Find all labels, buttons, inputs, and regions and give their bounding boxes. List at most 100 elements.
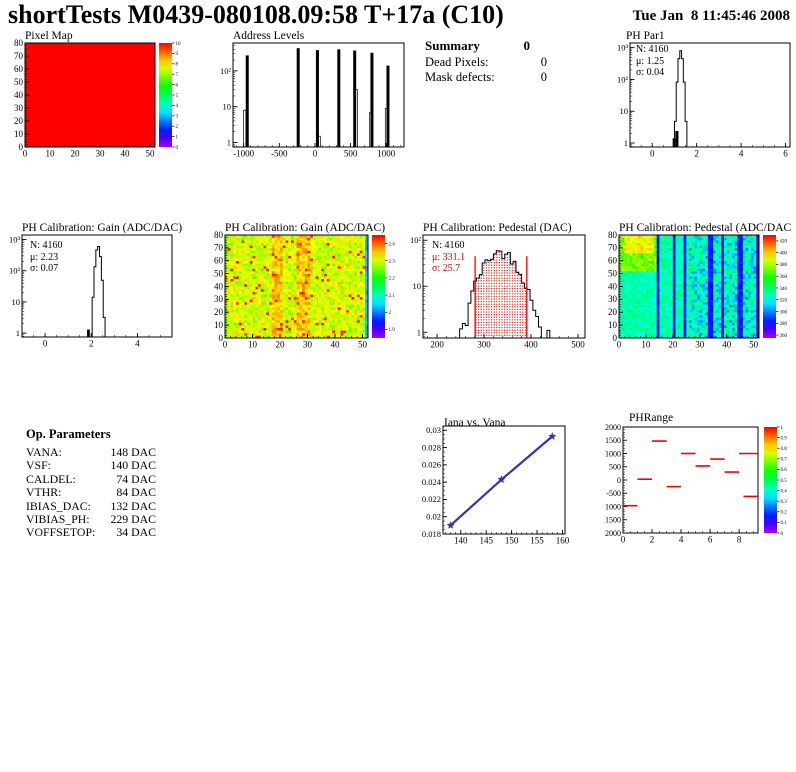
iana-vana-chart: 140 145 150 155 160 0.018 0.02 0.022 0.024 0.026 0… bbox=[422, 425, 570, 546]
svg-text:0: 0 bbox=[621, 535, 626, 545]
svg-text:20: 20 bbox=[608, 307, 618, 317]
svg-text:40: 40 bbox=[608, 281, 618, 291]
svg-text:1: 1 bbox=[624, 138, 628, 148]
svg-text:2000: 2000 bbox=[605, 423, 621, 432]
panel-summary: Summary 0 Dead Pixels: 0 Mask defects: 0 bbox=[410, 38, 590, 118]
svg-text:2: 2 bbox=[176, 125, 179, 130]
svg-text:0.018: 0.018 bbox=[422, 529, 441, 539]
svg-text:-500: -500 bbox=[271, 149, 288, 159]
svg-text:2.1: 2.1 bbox=[389, 294, 396, 299]
op-parameter-label: IBIAS_DAC: bbox=[26, 498, 91, 513]
svg-text:50: 50 bbox=[214, 268, 224, 278]
panel-ph-range: PHRange 0 2 4 6 8 2000 1500 1000 500 0 -500 1000 150… bbox=[605, 405, 796, 555]
svg-text:10³: 10³ bbox=[9, 235, 21, 245]
svg-text:8: 8 bbox=[737, 535, 742, 545]
svg-text:300: 300 bbox=[780, 310, 788, 315]
op-parameter-value: 74 DAC bbox=[116, 471, 156, 486]
op-parameter-row: VOFFSETOP: 34 DAC bbox=[26, 525, 156, 540]
svg-text:3: 3 bbox=[176, 115, 179, 120]
panel-address-levels: Address Levels -1000 -500 0 500 1000 1 10 10² bbox=[215, 30, 407, 170]
svg-text:4: 4 bbox=[135, 339, 140, 349]
svg-text:7: 7 bbox=[176, 73, 179, 78]
chart-title-ph-par1: PH Par1 bbox=[626, 30, 665, 42]
stat-line: μ: 1.25 bbox=[636, 55, 665, 67]
op-parameter-value: 140 DAC bbox=[110, 458, 156, 473]
svg-text:1000: 1000 bbox=[605, 502, 621, 511]
op-parameter-row: CALDEL: 74 DAC bbox=[26, 471, 156, 486]
chart-title-address-levels: Address Levels bbox=[233, 30, 305, 42]
summary-row-value: 0 bbox=[540, 70, 547, 84]
op-parameter-row: VIBIAS_PH: 229 DAC bbox=[26, 512, 156, 526]
svg-text:30: 30 bbox=[14, 103, 24, 113]
svg-text:50: 50 bbox=[146, 149, 156, 159]
svg-text:1500: 1500 bbox=[605, 436, 621, 445]
chart-title-pedestal-hist: PH Calibration: Pedestal (DAC) bbox=[423, 222, 572, 234]
svg-text:20: 20 bbox=[14, 116, 24, 126]
svg-text:50: 50 bbox=[14, 77, 24, 87]
svg-text:0: 0 bbox=[313, 149, 318, 159]
svg-text:4: 4 bbox=[176, 104, 179, 109]
op-parameter-label: VSF: bbox=[26, 458, 51, 473]
svg-text:2.4: 2.4 bbox=[389, 242, 396, 247]
op-parameter-row: VANA: 148 DAC bbox=[26, 445, 156, 459]
summary-row-label: Dead Pixels: bbox=[425, 55, 489, 69]
svg-text:1: 1 bbox=[227, 138, 231, 148]
op-parameter-value: 84 DAC bbox=[116, 485, 156, 500]
svg-text:0: 0 bbox=[19, 142, 24, 152]
op-parameters-title: Op. Parameters bbox=[26, 427, 111, 441]
svg-text:320: 320 bbox=[780, 299, 788, 304]
summary-title: Summary bbox=[425, 38, 480, 53]
svg-text:80: 80 bbox=[14, 38, 24, 48]
svg-text:0: 0 bbox=[223, 340, 228, 350]
op-parameter-label: VTHR: bbox=[26, 485, 62, 500]
svg-text:0.03: 0.03 bbox=[426, 425, 441, 435]
op-parameter-label: VOFFSETOP: bbox=[26, 525, 96, 540]
svg-text:8: 8 bbox=[176, 63, 179, 68]
svg-text:400: 400 bbox=[780, 251, 788, 256]
stat-line: μ: 2.23 bbox=[30, 251, 59, 263]
summary-row-value: 0 bbox=[540, 55, 547, 69]
svg-text:160: 160 bbox=[556, 536, 570, 546]
svg-text:360: 360 bbox=[780, 275, 788, 280]
gain-hist-chart: 0 2 4 1 10 10² 10³ bbox=[9, 234, 173, 349]
svg-text:10³: 10³ bbox=[617, 43, 629, 53]
svg-text:155: 155 bbox=[530, 536, 544, 546]
panel-pedestal-map: PH Calibration: Pedestal (ADC/DAC 0 10 20 3… bbox=[605, 220, 796, 366]
svg-text:2: 2 bbox=[650, 535, 655, 545]
ph-range-chart: 0 2 4 6 82000150010005000-50010001500200010.… bbox=[605, 423, 787, 545]
ph-par1-stats-box: N: 4160 μ: 1.25 σ: 0.04 bbox=[636, 44, 669, 79]
svg-text:30: 30 bbox=[214, 294, 224, 304]
svg-text:0.024: 0.024 bbox=[422, 477, 442, 487]
svg-text:40: 40 bbox=[14, 90, 24, 100]
summary-header: Summary 0 bbox=[425, 38, 530, 54]
svg-text:40: 40 bbox=[121, 149, 131, 159]
svg-text:10²: 10² bbox=[220, 66, 232, 76]
summary-row-label: Mask defects: bbox=[425, 70, 495, 84]
stat-line: μ: 331.1 bbox=[432, 251, 466, 263]
svg-text:10: 10 bbox=[248, 340, 258, 350]
stat-line: N: 4160 bbox=[636, 44, 669, 55]
svg-text:-1000: -1000 bbox=[233, 149, 254, 159]
svg-text:1: 1 bbox=[176, 135, 179, 140]
chart-title-ph-range: PHRange bbox=[629, 412, 674, 424]
ph-par1-chart: 0 2 4 6 1 10 10² 10³ bbox=[617, 42, 791, 159]
summary-row: Mask defects: 0 bbox=[425, 70, 547, 85]
pedestal-map-chart: 0 10 20 30 40 50 0 10 20 30 40 50 60 70 80 420 400 380 360… bbox=[608, 230, 788, 350]
svg-text:140: 140 bbox=[454, 536, 468, 546]
svg-text:20: 20 bbox=[214, 307, 224, 317]
panel-ph-par1: PH Par1 0 2 4 6 1 10 10² 10³ N: 4160 μ: 1.25 σ:… bbox=[600, 30, 796, 170]
svg-text:70: 70 bbox=[214, 243, 224, 253]
svg-text:0: 0 bbox=[613, 333, 618, 343]
svg-text:6: 6 bbox=[708, 535, 713, 545]
svg-text:1: 1 bbox=[417, 327, 421, 337]
panel-op-parameters: Op. Parameters VANA: 148 DAC VSF: 140 DA… bbox=[10, 415, 200, 560]
svg-text:40: 40 bbox=[722, 340, 732, 350]
svg-text:2.2: 2.2 bbox=[389, 277, 396, 282]
address-levels-chart: -1000 -500 0 500 1000 1 10 10² bbox=[220, 42, 405, 159]
svg-text:1: 1 bbox=[16, 328, 20, 338]
svg-text:2: 2 bbox=[89, 339, 94, 349]
svg-text:60: 60 bbox=[608, 256, 618, 266]
chart-title-pedestal-map: PH Calibration: Pedestal (ADC/DAC bbox=[619, 222, 792, 234]
svg-text:0: 0 bbox=[43, 339, 48, 349]
